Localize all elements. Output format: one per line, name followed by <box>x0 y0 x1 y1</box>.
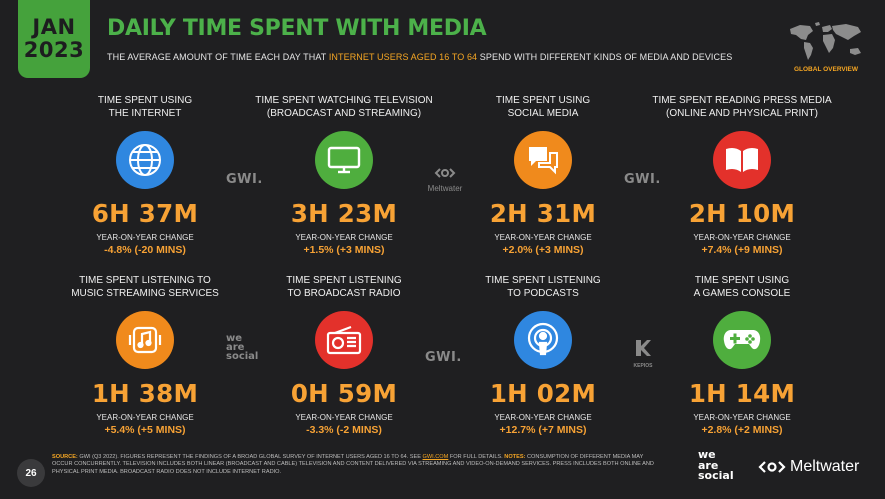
card-label: TIME SPENT READING PRESS MEDIA (ONLINE AN… <box>652 95 832 119</box>
yoy-label: YEAR-ON-YEAR CHANGE <box>295 413 393 422</box>
world-map-icon <box>790 22 861 60</box>
card-press-media: TIME SPENT READING PRESS MEDIA (ONLINE AN… <box>647 95 837 256</box>
badge-month: JAN <box>32 15 76 39</box>
card-games-console: TIME SPENT USING A GAMES CONSOLE 1H 14M Y… <box>647 275 837 436</box>
we-are-social-logo: we are social <box>698 448 734 482</box>
card-podcasts: TIME SPENT LISTENING TO PODCASTS 1H 02M Y… <box>448 275 638 436</box>
podcast-icon <box>514 311 572 369</box>
yoy-change: +7.4% (+9 MINS) <box>701 244 783 256</box>
footer-notes: SOURCE: GWI (Q3 2022). FIGURES REPRESENT… <box>52 454 654 475</box>
time-value: 3H 23M <box>290 199 398 228</box>
time-value: 6H 37M <box>91 199 199 228</box>
page-number: 26 <box>17 459 45 487</box>
we-are-social-watermark: we are social <box>226 333 259 362</box>
yoy-label: YEAR-ON-YEAR CHANGE <box>96 233 194 242</box>
television-icon <box>315 131 373 189</box>
yoy-change: -4.8% (-20 MINS) <box>104 244 186 256</box>
page-subtitle: THE AVERAGE AMOUNT OF TIME EACH DAY THAT… <box>107 52 732 62</box>
meltwater-watermark: Meltwater <box>420 166 470 193</box>
gwi-link[interactable]: GWI.COM <box>422 454 449 460</box>
badge-year: 2023 <box>23 38 85 62</box>
meltwater-logo-icon <box>758 461 786 473</box>
kepios-logo-icon <box>636 340 651 356</box>
yoy-change: +1.5% (+3 MINS) <box>303 244 385 256</box>
time-value: 1H 02M <box>489 379 597 408</box>
page-title: DAILY TIME SPENT WITH MEDIA <box>107 16 487 41</box>
card-label: TIME SPENT LISTENING TO BROADCAST RADIO <box>286 275 402 299</box>
gwi-watermark: GWI. <box>624 172 661 187</box>
date-badge: JAN 2023 <box>18 0 90 78</box>
subtitle-post: SPEND WITH DIFFERENT KINDS OF MEDIA AND … <box>477 52 733 62</box>
card-label: TIME SPENT USING A GAMES CONSOLE <box>693 275 791 299</box>
chat-bubbles-icon <box>514 131 572 189</box>
card-television: TIME SPENT WATCHING TELEVISION (BROADCAST… <box>249 95 439 256</box>
subtitle-pre: THE AVERAGE AMOUNT OF TIME EACH DAY THAT <box>107 52 329 62</box>
gwi-watermark: GWI. <box>425 350 462 365</box>
kepios-watermark: KEPIOS <box>630 338 656 369</box>
time-value: 2H 31M <box>489 199 597 228</box>
card-label: TIME SPENT USING THE INTERNET <box>97 95 193 119</box>
card-label: TIME SPENT WATCHING TELEVISION (BROADCAST… <box>255 95 433 119</box>
gamepad-icon <box>713 311 771 369</box>
time-value: 1H 14M <box>688 379 796 408</box>
yoy-label: YEAR-ON-YEAR CHANGE <box>693 413 791 422</box>
yoy-label: YEAR-ON-YEAR CHANGE <box>96 413 194 422</box>
yoy-change: +5.4% (+5 MINS) <box>104 424 186 436</box>
time-value: 0H 59M <box>290 379 398 408</box>
meltwater-logo-icon <box>434 168 456 178</box>
yoy-change: -3.3% (-2 MINS) <box>306 424 382 436</box>
time-value: 2H 10M <box>688 199 796 228</box>
time-value: 1H 38M <box>91 379 199 408</box>
card-music-streaming: TIME SPENT LISTENING TO MUSIC STREAMING S… <box>50 275 240 436</box>
card-broadcast-radio: TIME SPENT LISTENING TO BROADCAST RADIO 0… <box>249 275 439 436</box>
gwi-watermark: GWI. <box>226 172 263 187</box>
book-icon <box>713 131 771 189</box>
card-label: TIME SPENT USING SOCIAL MEDIA <box>495 95 591 119</box>
map-label: GLOBAL OVERVIEW <box>793 66 859 73</box>
card-label: TIME SPENT LISTENING TO MUSIC STREAMING S… <box>71 275 219 299</box>
yoy-label: YEAR-ON-YEAR CHANGE <box>295 233 393 242</box>
yoy-change: +2.8% (+2 MINS) <box>701 424 783 436</box>
music-icon <box>116 311 174 369</box>
globe-icon <box>116 131 174 189</box>
card-internet: TIME SPENT USING THE INTERNET 6H 37M YEAR… <box>50 95 240 256</box>
card-label: TIME SPENT LISTENING TO PODCASTS <box>485 275 601 299</box>
yoy-label: YEAR-ON-YEAR CHANGE <box>494 233 592 242</box>
subtitle-highlight: INTERNET USERS AGED 16 TO 64 <box>328 52 478 62</box>
card-social-media: TIME SPENT USING SOCIAL MEDIA 2H 31M YEAR… <box>448 95 638 256</box>
yoy-label: YEAR-ON-YEAR CHANGE <box>494 413 592 422</box>
yoy-change: +2.0% (+3 MINS) <box>502 244 584 256</box>
radio-icon <box>315 311 373 369</box>
yoy-change: +12.7% (+7 MINS) <box>499 424 587 436</box>
yoy-label: YEAR-ON-YEAR CHANGE <box>693 233 791 242</box>
meltwater-logo: Meltwater <box>758 458 859 476</box>
